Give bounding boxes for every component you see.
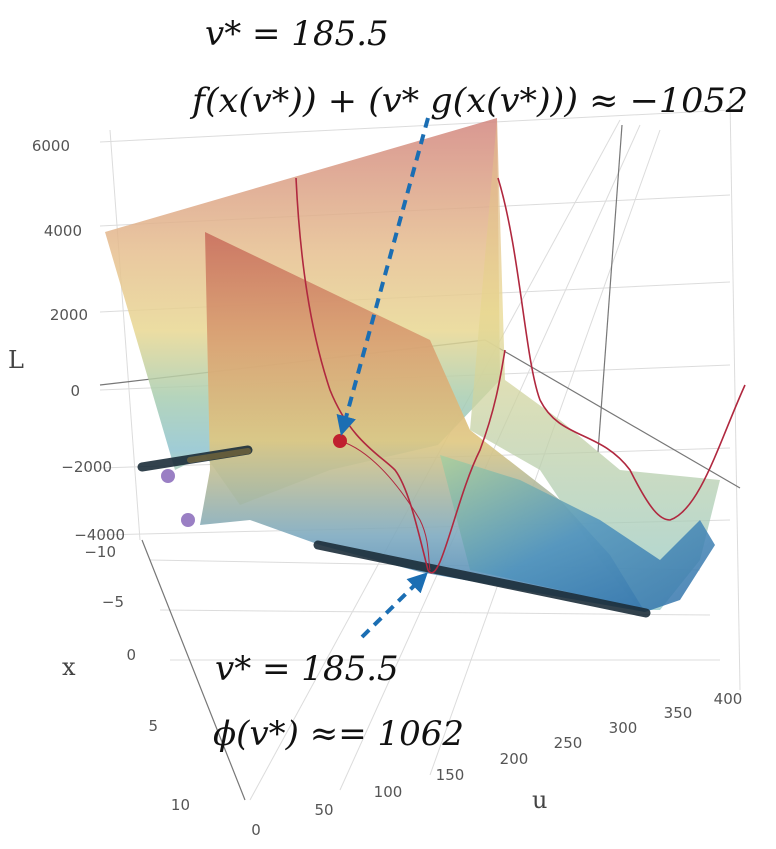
arrow-to-dual — [360, 572, 428, 639]
u-tick-200: 200 — [500, 750, 529, 768]
z-axis-ticks: 6000 4000 2000 0 −2000 −4000 — [32, 137, 125, 544]
u-tick-400: 400 — [714, 690, 743, 708]
annotation-top-formula: f(x(v*)) + (v* g(x(v*))) ≈ −1052 — [189, 81, 748, 121]
u-tick-150: 150 — [436, 766, 465, 784]
surface-valley — [440, 455, 715, 612]
annotation-top-v: v* = 185.5 — [205, 14, 389, 54]
sample-band — [137, 445, 651, 618]
x-tick-5: 5 — [148, 717, 158, 735]
u-axis-label: u — [532, 786, 547, 814]
annotation-bottom-phi: ϕ(v*) ≈= 1062 — [213, 714, 464, 754]
x-axis-ticks: −10 −5 0 5 10 — [84, 543, 190, 814]
x-tick-m10: −10 — [84, 543, 116, 561]
u-tick-300: 300 — [609, 719, 638, 737]
dual-marker-1 — [161, 469, 175, 483]
arrow-to-saddle — [336, 117, 430, 436]
z-tick-4000: 4000 — [44, 222, 82, 240]
u-tick-0: 0 — [251, 821, 261, 839]
annotation-bottom-v: v* = 185.5 — [215, 649, 399, 689]
u-tick-50: 50 — [314, 801, 333, 819]
u-axis-ticks: 0 50 100 150 200 250 300 350 400 — [251, 690, 742, 839]
saddle-point-marker — [333, 434, 347, 448]
z-tick-2000: 2000 — [50, 306, 88, 324]
x-tick-10: 10 — [171, 796, 190, 814]
dual-marker-2 — [181, 513, 195, 527]
z-tick-m2000: −2000 — [61, 458, 112, 476]
surface-right-wall — [470, 118, 720, 610]
z-tick-0: 0 — [70, 382, 80, 400]
u-tick-100: 100 — [374, 783, 403, 801]
z-tick-6000: 6000 — [32, 137, 70, 155]
x-tick-0: 0 — [126, 646, 136, 664]
z-tick-m4000: −4000 — [74, 526, 125, 544]
x-axis-label: x — [62, 653, 76, 681]
u-tick-350: 350 — [664, 704, 693, 722]
x-tick-m5: −5 — [102, 593, 124, 611]
z-axis-label: L — [8, 346, 24, 374]
u-tick-250: 250 — [554, 734, 583, 752]
